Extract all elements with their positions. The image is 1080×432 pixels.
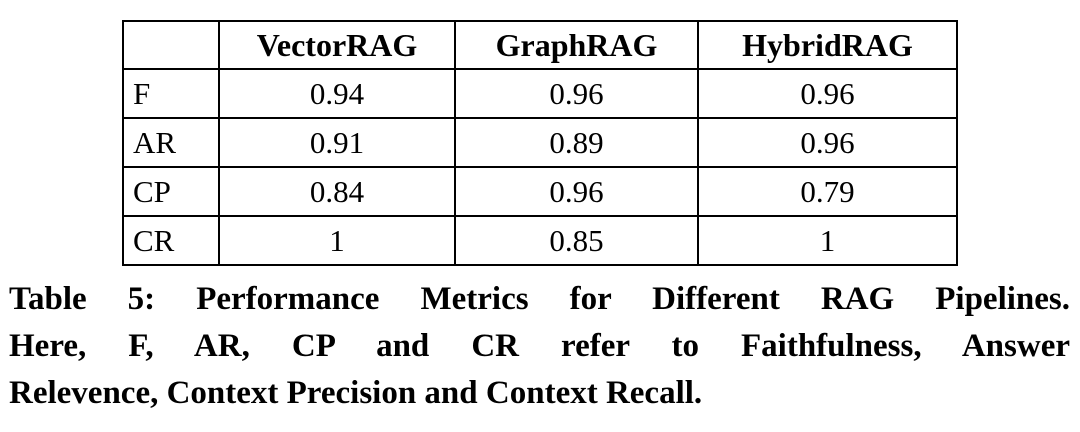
row-label: CR [122, 215, 220, 266]
table-cell: 0.94 [218, 68, 456, 119]
table-row: VectorRAG GraphRAG HybridRAG [122, 20, 958, 70]
row-label: AR [122, 117, 220, 168]
table-row: CR 1 0.85 1 [122, 215, 958, 266]
table-cell: 0.85 [454, 215, 699, 266]
table-header-row: VectorRAG GraphRAG HybridRAG [122, 20, 958, 70]
column-header: GraphRAG [454, 20, 699, 70]
table-cell: 0.91 [218, 117, 456, 168]
table-row: AR 0.91 0.89 0.96 [122, 117, 958, 168]
table-cell: 0.96 [454, 166, 699, 217]
row-label: CP [122, 166, 220, 217]
caption-line: Relevence, Context Precision and Context… [9, 375, 703, 411]
metrics-table: VectorRAG GraphRAG HybridRAG F 0.94 0.96 0.96… [122, 20, 958, 266]
table-caption: Table 5: Performance Metrics for Differe… [0, 276, 1080, 417]
row-label: F [122, 68, 220, 119]
caption-line: Here, F, AR, CP and CR refer to Faithful… [9, 328, 1070, 364]
table-cell: 1 [218, 215, 456, 266]
table-cell: 0.84 [218, 166, 456, 217]
table-cell: 0.96 [697, 117, 958, 168]
column-header: HybridRAG [697, 20, 958, 70]
corner-cell [122, 20, 220, 70]
table-cell: 1 [697, 215, 958, 266]
table-row: CP 0.84 0.96 0.79 [122, 166, 958, 217]
table-cell: 0.96 [697, 68, 958, 119]
table-cell: 0.89 [454, 117, 699, 168]
table-cell: 0.96 [454, 68, 699, 119]
caption-line: Table 5: Performance Metrics for Differe… [9, 281, 1070, 317]
column-header: VectorRAG [218, 20, 456, 70]
table-row: F 0.94 0.96 0.96 [122, 68, 958, 119]
table-cell: 0.79 [697, 166, 958, 217]
table-body: F 0.94 0.96 0.96 AR 0.91 0.89 0.96 CP 0.84 0.96 0.7… [122, 68, 958, 266]
